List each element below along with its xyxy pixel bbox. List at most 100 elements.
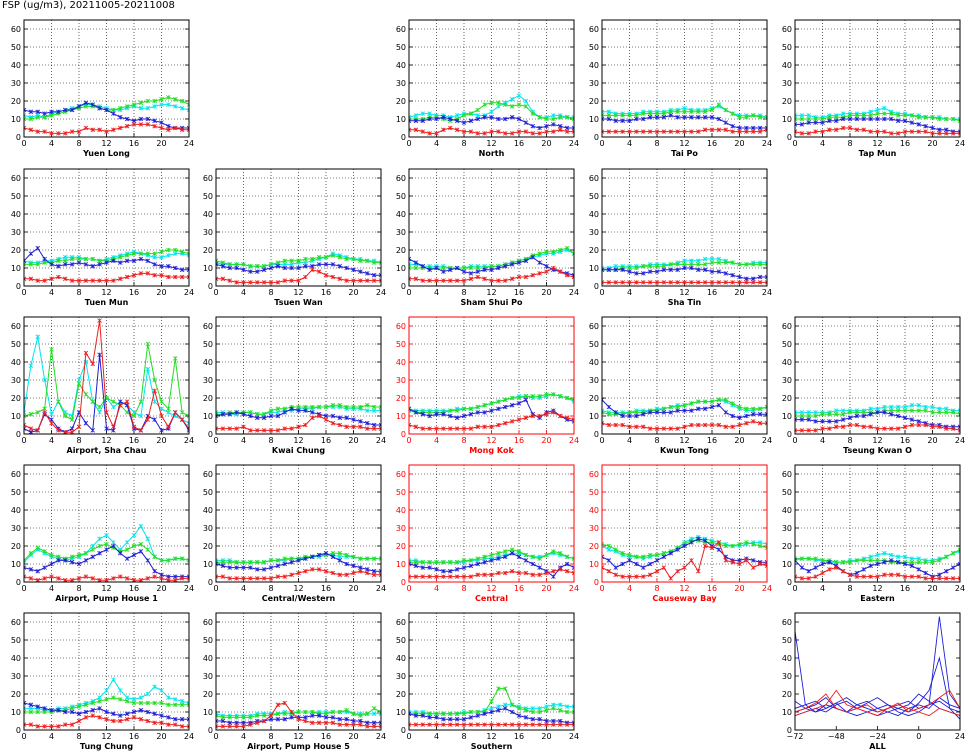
- data-point: [750, 565, 756, 570]
- data-point: [634, 271, 639, 276]
- plot-frame: [23, 464, 190, 583]
- y-tick-label: 0: [787, 578, 792, 587]
- data-point: [172, 104, 178, 109]
- data-point: [516, 401, 522, 406]
- panel-title: Tseung Kwan O: [843, 446, 912, 455]
- data-point: [723, 120, 729, 125]
- data-point: [750, 406, 756, 412]
- data-point: [833, 127, 839, 133]
- y-tick-label: 50: [11, 340, 21, 349]
- data-point: [750, 113, 756, 118]
- data-point: [261, 411, 267, 417]
- data-point: [840, 417, 846, 422]
- data-point: [28, 709, 34, 715]
- data-point: [330, 720, 336, 726]
- data-point: [323, 711, 329, 717]
- data-point: [661, 111, 667, 116]
- data-point: [111, 695, 116, 700]
- x-tick-label: 12: [872, 584, 882, 593]
- y-tick-label: 20: [396, 246, 406, 255]
- data-point: [902, 113, 908, 118]
- data-point: [502, 404, 508, 410]
- data-point: [840, 408, 846, 413]
- x-tick-label: 0: [21, 436, 26, 445]
- x-tick-label: 4: [820, 436, 825, 445]
- data-point: [145, 417, 151, 422]
- y-tick-label: 40: [396, 210, 406, 219]
- data-point: [216, 711, 219, 717]
- data-point: [468, 129, 474, 134]
- data-point: [111, 404, 116, 410]
- data-point: [516, 116, 522, 122]
- x-tick-label: 20: [541, 436, 551, 445]
- data-point: [723, 260, 729, 265]
- data-point: [737, 129, 742, 134]
- x-tick-label: 16: [900, 436, 910, 445]
- data-point: [813, 428, 818, 433]
- data-point: [764, 545, 767, 551]
- data-point: [640, 271, 646, 276]
- panel-title: Tai Po: [671, 149, 698, 158]
- x-tick-label: 16: [129, 436, 139, 445]
- data-point: [957, 428, 960, 433]
- plot-frame: [215, 168, 382, 287]
- x-tick-label: 0: [21, 584, 26, 593]
- x-tick-label: 4: [627, 584, 632, 593]
- data-point: [330, 262, 336, 267]
- data-point: [668, 576, 674, 581]
- y-tick-label: 20: [782, 542, 792, 551]
- data-point: [35, 334, 41, 340]
- data-point: [166, 722, 171, 727]
- data-point: [117, 105, 123, 111]
- x-tick-label: 4: [241, 584, 246, 593]
- data-point: [138, 428, 144, 433]
- data-point: [861, 574, 867, 579]
- data-point: [730, 543, 735, 549]
- data-point: [654, 111, 660, 116]
- data-point: [145, 536, 151, 542]
- y-tick-label: 60: [396, 25, 406, 34]
- data-point: [875, 552, 880, 558]
- data-point: [434, 426, 439, 431]
- data-point: [551, 116, 556, 122]
- data-point: [509, 131, 515, 136]
- data-point: [695, 114, 701, 120]
- x-tick-label: 20: [156, 436, 166, 445]
- data-point: [330, 274, 336, 280]
- data-point: [661, 129, 667, 134]
- data-point: [923, 129, 928, 134]
- data-point: [620, 129, 625, 134]
- data-point: [371, 711, 377, 717]
- data-point: [138, 695, 144, 700]
- x-tick-label: 0: [406, 584, 411, 593]
- data-point: [654, 129, 660, 134]
- panel-title: Kwun Tong: [660, 446, 709, 455]
- data-point: [145, 718, 151, 724]
- data-point: [682, 424, 687, 430]
- data-point: [613, 118, 619, 124]
- data-point: [166, 406, 171, 412]
- data-point: [441, 711, 446, 717]
- data-point: [24, 709, 27, 715]
- data-point: [661, 554, 667, 560]
- data-point: [468, 276, 474, 282]
- data-point: [104, 107, 109, 113]
- data-point: [854, 127, 860, 133]
- data-point: [216, 413, 219, 419]
- data-point: [468, 426, 474, 431]
- data-point: [482, 722, 487, 727]
- data-point: [744, 262, 749, 267]
- data-point: [695, 258, 701, 264]
- data-point: [145, 251, 151, 256]
- data-point: [475, 107, 481, 113]
- data-point: [138, 116, 144, 122]
- data-point: [179, 556, 185, 561]
- x-tick-label: 20: [348, 584, 358, 593]
- y-tick-label: 50: [396, 340, 406, 349]
- data-point: [757, 406, 763, 412]
- y-tick-label: 60: [589, 25, 599, 34]
- data-point: [358, 556, 363, 561]
- data-point: [571, 399, 574, 404]
- data-point: [468, 709, 474, 715]
- data-point: [220, 263, 226, 269]
